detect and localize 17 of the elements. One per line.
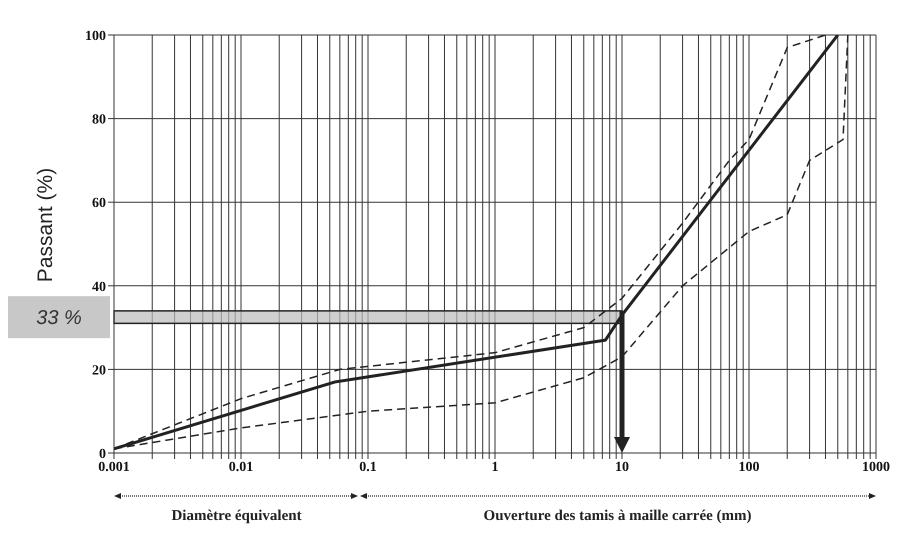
y-tick-label: 20 (92, 363, 106, 378)
x-tick-label: 100 (738, 460, 760, 475)
y-tick-label: 100 (85, 28, 106, 44)
x-tick-label: 0.01 (228, 460, 254, 475)
text: Ouverture des tamis à maille carrée (mm) (484, 508, 752, 524)
x-tick-label: 10 (615, 460, 629, 475)
x-tick-label: 0.1 (359, 460, 377, 475)
x-tick-label: 1000 (862, 460, 890, 475)
y-tick-label: 80 (92, 112, 106, 128)
y-tick-label: 40 (92, 280, 106, 295)
y-tick-label: 0 (99, 446, 106, 462)
x-tick-label: 1 (492, 460, 498, 475)
y-tick-label: 60 (92, 196, 106, 212)
band-label: 33 % (36, 307, 82, 330)
x-tick-label: 0.001 (98, 460, 130, 475)
y-axis-title: Passant (%) (34, 168, 57, 282)
text: Diamètre équivalent (171, 508, 302, 524)
